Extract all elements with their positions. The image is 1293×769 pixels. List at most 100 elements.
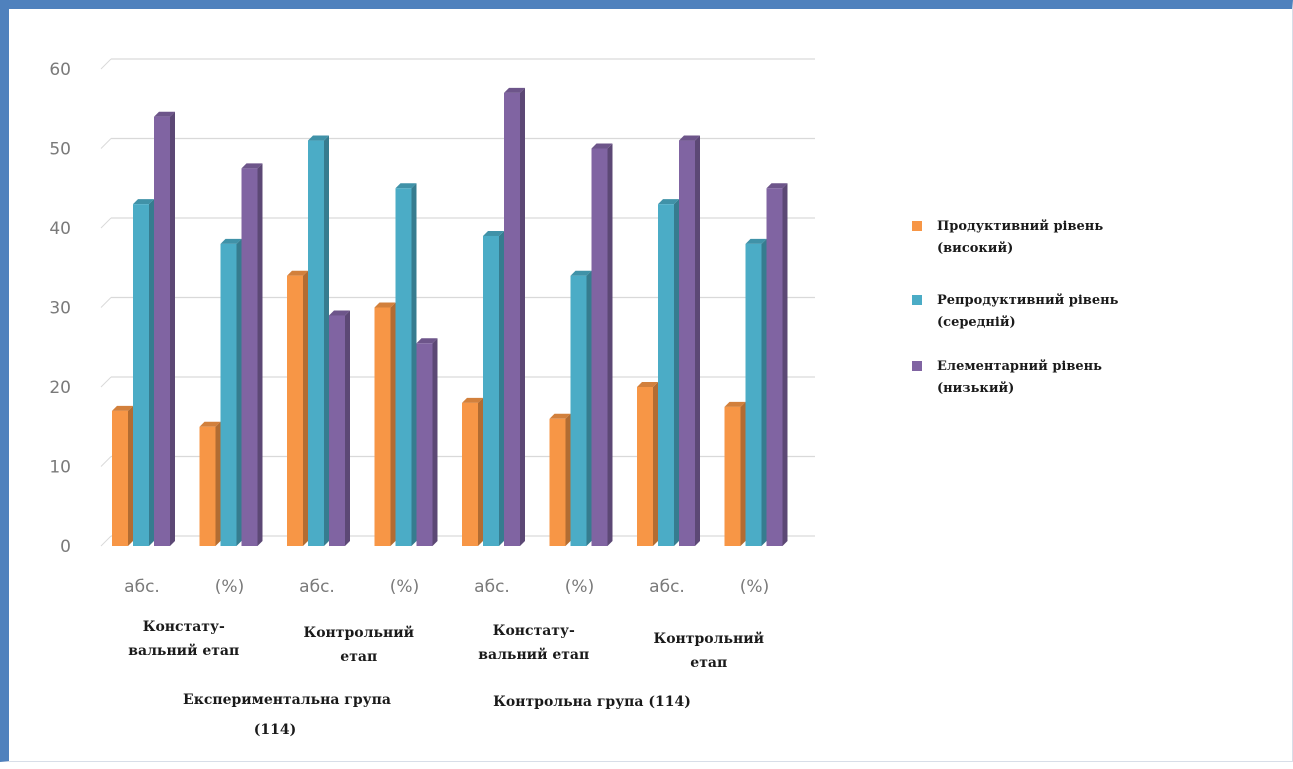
stage-labels: Констату-вальний етап Контрольний етап Конс…	[128, 619, 764, 671]
gridline-diagonal	[100, 58, 112, 70]
stage-label-line: Контрольний	[653, 630, 764, 647]
stage-label-line: Констату-	[143, 619, 225, 635]
bar-top	[287, 270, 308, 276]
bar-side	[236, 238, 242, 546]
category-label: абс.	[299, 577, 335, 597]
category-label: (%)	[740, 577, 769, 597]
bar-top	[133, 199, 154, 205]
bar-side	[761, 238, 767, 546]
bar-side	[149, 199, 154, 546]
bar-side	[128, 405, 133, 546]
x-axis-categories: абс. (%) абс. (%) абс. (%) абс. (%)	[124, 577, 769, 597]
bar-side	[215, 421, 221, 546]
bar-top	[462, 397, 483, 403]
bar-side	[411, 183, 417, 546]
bar-side	[390, 302, 396, 546]
stage-label-line: Контрольний	[303, 624, 414, 641]
bar	[658, 204, 674, 546]
bar-top	[591, 143, 613, 149]
gridline-diagonal	[100, 376, 112, 388]
bar	[416, 343, 433, 546]
bar-top	[112, 405, 133, 411]
group-label-line: Експериментальна група	[183, 692, 391, 708]
bar	[329, 315, 345, 546]
category-label: абс.	[649, 577, 685, 597]
bar	[133, 204, 149, 546]
bar-top	[504, 87, 525, 93]
bar	[287, 275, 303, 546]
y-tick-label: 50	[49, 140, 71, 160]
legend-label-line: Продуктивний рівень	[937, 219, 1103, 234]
bar	[395, 188, 412, 546]
bar	[570, 275, 587, 546]
stage-label-line: етап	[690, 655, 727, 671]
y-tick-label: 20	[49, 378, 71, 398]
y-tick-label: 10	[49, 458, 71, 478]
gridline-diagonal	[100, 217, 112, 229]
gridline-diagonal	[100, 456, 112, 467]
legend-swatch	[912, 221, 922, 231]
bar	[504, 92, 520, 546]
bar-chart: 0 10 20 30 40 50 60 абс. (%) абс. (%) абс. (%) абс. (…	[49, 58, 1119, 738]
bar	[199, 426, 216, 546]
bars	[112, 87, 788, 547]
bar-top	[308, 135, 329, 141]
bar	[637, 387, 653, 546]
bar	[745, 243, 762, 546]
bar-side	[170, 111, 175, 546]
bar-side	[586, 270, 592, 546]
y-tick-label: 0	[60, 537, 71, 557]
bar-top	[220, 238, 242, 244]
bar-side	[303, 270, 308, 546]
gridline-diagonal	[100, 535, 112, 547]
legend-swatch	[912, 295, 922, 305]
category-label: (%)	[565, 577, 594, 597]
bar-side	[324, 135, 329, 547]
bar-side	[607, 143, 613, 546]
gridline-diagonal	[100, 138, 112, 149]
bar-side	[695, 135, 700, 547]
bar-top	[724, 401, 746, 407]
bar-side	[740, 401, 746, 546]
y-tick-label: 60	[49, 60, 71, 80]
category-label: абс.	[474, 577, 510, 597]
legend-label-line: (високий)	[937, 241, 1013, 256]
bar	[112, 410, 128, 546]
y-tick-label: 40	[49, 219, 71, 239]
legend-swatch	[912, 361, 922, 371]
stage-label-line: етап	[340, 649, 377, 665]
bar	[308, 140, 324, 547]
bar-top	[416, 338, 438, 344]
legend-label-line: Елементарний рівень	[937, 359, 1102, 374]
bar-top	[658, 199, 679, 205]
legend-label-line: (середній)	[937, 315, 1016, 330]
bar-side	[432, 338, 438, 546]
bar-top	[154, 111, 175, 117]
bar-top	[766, 183, 788, 189]
category-label: (%)	[390, 577, 419, 597]
bar-top	[570, 270, 592, 276]
gridline-diagonal	[100, 297, 112, 308]
bar-side	[674, 199, 679, 546]
bar	[591, 148, 608, 546]
bar-side	[345, 310, 350, 546]
stage-label-line: вальний етап	[478, 646, 589, 663]
bar	[766, 188, 783, 546]
bar-side	[782, 183, 788, 546]
y-axis-ticks: 0 10 20 30 40 50 60	[49, 60, 71, 557]
bar	[241, 168, 258, 546]
bar	[724, 406, 741, 546]
bar	[374, 307, 391, 546]
stage-label-line: Констату-	[493, 623, 575, 639]
bar	[462, 402, 478, 546]
group-labels: Експериментальна група (114) Контрольна гр…	[183, 692, 691, 738]
legend: Продуктивний рівень (високий) Репродуктивн…	[912, 219, 1119, 396]
bar-top	[241, 163, 263, 169]
bar-top	[745, 238, 767, 244]
bar-side	[565, 413, 571, 546]
bar-top	[374, 302, 396, 308]
bar-side	[478, 397, 483, 546]
bar-top	[329, 310, 350, 316]
bar-side	[257, 163, 263, 546]
